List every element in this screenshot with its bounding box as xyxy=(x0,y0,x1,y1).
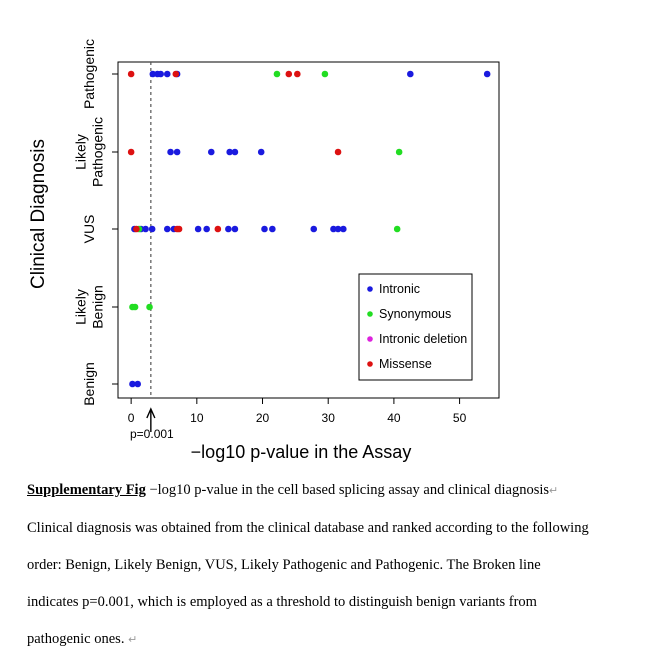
data-point-intronic xyxy=(157,70,164,78)
caption-line-1: Supplementary Fig −log10 p-value in the … xyxy=(27,482,559,498)
data-point-intronic xyxy=(129,380,136,388)
data-point-intronic xyxy=(269,225,276,233)
data-point-intronic xyxy=(334,225,342,233)
data-point-synonymous xyxy=(395,148,403,156)
data-point-synonymous xyxy=(321,70,329,78)
data-point-intronic xyxy=(310,225,318,233)
data-point-intronic xyxy=(134,380,142,388)
data-point-synonymous xyxy=(146,303,153,311)
threshold-arrowhead xyxy=(146,407,156,419)
caption-line-5: pathogenic ones. ↵ xyxy=(27,631,138,647)
legend-marker xyxy=(367,361,373,367)
legend-marker xyxy=(367,286,373,292)
data-point-synonymous xyxy=(273,70,281,78)
data-point-intronic xyxy=(407,70,414,78)
data-point-missense xyxy=(214,225,222,233)
caption-fig-label: Supplementary Fig xyxy=(27,482,146,498)
data-point-intronic xyxy=(257,148,265,156)
data-point-intronic xyxy=(226,148,233,156)
legend-label: Synonymous xyxy=(379,307,451,321)
data-point-missense xyxy=(133,225,140,233)
legend-label: Missense xyxy=(379,357,432,371)
data-point-intronic xyxy=(340,225,347,233)
y-tick-label: VUS xyxy=(81,215,97,244)
legend-label: Intronic xyxy=(379,282,420,296)
data-point-intronic xyxy=(167,148,174,156)
x-tick-label: 20 xyxy=(256,411,270,425)
data-point-intronic xyxy=(163,70,171,78)
y-axis-label: Clinical Diagnosis xyxy=(28,139,49,289)
x-tick-label: 10 xyxy=(190,411,204,425)
data-point-synonymous xyxy=(131,303,139,311)
threshold-label: p=0.001 xyxy=(130,427,174,441)
data-point-missense xyxy=(127,70,135,78)
data-point-intronic xyxy=(173,148,181,156)
data-point-missense xyxy=(127,148,135,156)
data-point-intronic xyxy=(194,225,202,233)
data-point-intronic xyxy=(261,225,268,233)
x-tick-label: 40 xyxy=(387,411,401,425)
data-point-intronic xyxy=(225,225,232,233)
x-tick-label: 50 xyxy=(453,411,467,425)
data-point-intronic xyxy=(483,70,491,78)
legend-label: Intronic deletion xyxy=(379,332,467,346)
caption-line-2: Clinical diagnosis was obtained from the… xyxy=(27,520,589,536)
caption-line-5-text: pathogenic ones. xyxy=(27,631,125,647)
data-point-intronic xyxy=(231,225,239,233)
legend-marker xyxy=(367,336,373,342)
caption-line-4: indicates p=0.001, which is employed as … xyxy=(27,594,537,610)
data-point-intronic xyxy=(231,148,239,156)
y-tick-label: Pathogenic xyxy=(81,39,97,109)
y-tick-label: Likely xyxy=(73,289,89,325)
data-point-missense xyxy=(334,148,342,156)
x-axis-label: −log10 p-value in the Assay xyxy=(191,442,412,462)
data-point-intronic xyxy=(207,148,215,156)
x-tick-label: 30 xyxy=(322,411,336,425)
legend: Intronic Synonymous Intronic deletion Misse… xyxy=(358,273,473,381)
data-point-missense xyxy=(175,225,183,233)
data-point-missense xyxy=(172,70,180,78)
data-point-missense xyxy=(285,70,293,78)
y-tick-label: Likely xyxy=(73,134,89,170)
data-point-intronic xyxy=(163,225,171,233)
data-point-synonymous xyxy=(393,225,401,233)
x-tick-label: 0 xyxy=(128,411,135,425)
legend-marker xyxy=(367,311,373,317)
data-point-intronic xyxy=(142,225,149,233)
data-point-intronic xyxy=(330,225,337,233)
data-point-intronic xyxy=(149,70,157,78)
data-point-intronic xyxy=(203,225,210,233)
y-tick-label: Benign xyxy=(81,362,97,406)
caption: Supplementary Fig −log10 p-value in the … xyxy=(27,472,657,659)
y-tick-label: Benign xyxy=(90,285,106,329)
y-tick-label: Pathogenic xyxy=(90,117,106,187)
data-point-intronic xyxy=(148,225,156,233)
caption-line-3: order: Benign, Likely Benign, VUS, Likel… xyxy=(27,557,541,573)
data-point-missense xyxy=(294,70,301,78)
caption-title: −log10 p-value in the cell based splicin… xyxy=(145,482,550,498)
legend-box xyxy=(358,273,473,381)
